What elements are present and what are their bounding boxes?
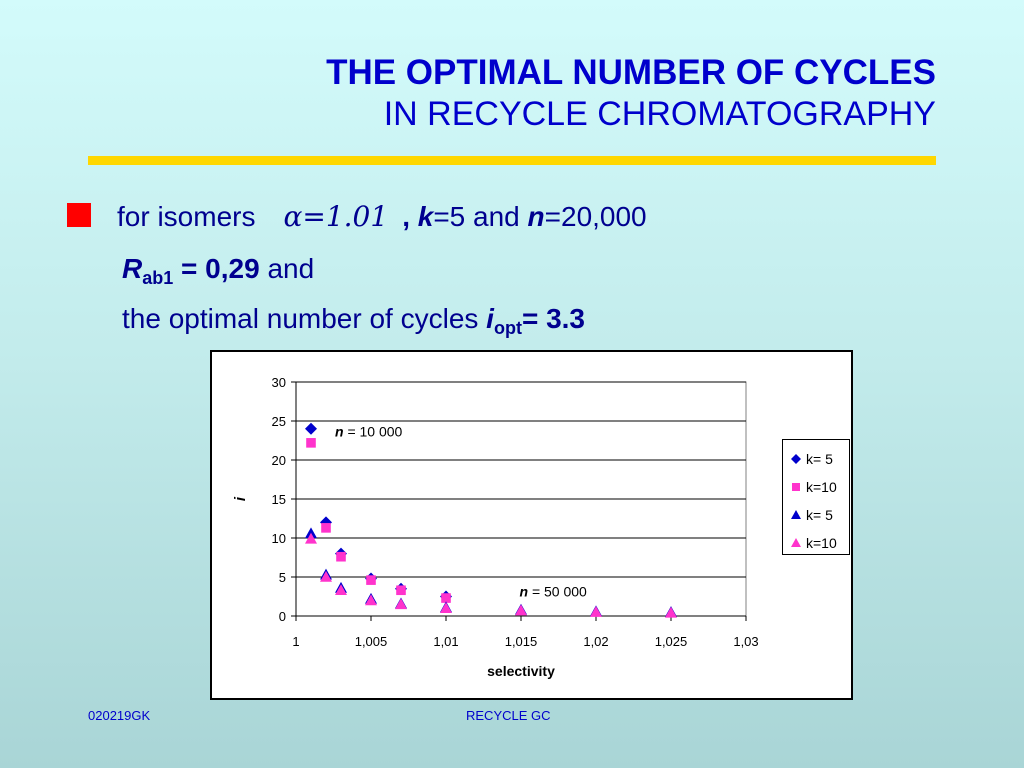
data-point-series-2 [306,438,316,448]
footer-code: 020219GK [88,708,151,723]
bullet-line-1: for isomers α=1.01, k=5 and n=20,000 [117,200,647,234]
x-tick-label: 1,02 [583,634,608,649]
optimal-cycles-text: the optimal number of cycles [122,303,487,334]
n-value-text: =20,000 [544,201,647,232]
i-value: = 3.3 [521,303,585,334]
data-point-series-2 [441,593,451,603]
data-point-series-4 [440,602,452,613]
y-tick-label: 10 [272,531,286,546]
legend-label-1: k= 5 [806,451,833,467]
data-point-series-3 [305,527,317,539]
title-line-2: IN RECYCLE CHROMATOGRAPHY [383,95,936,133]
legend-label-4: k=10 [806,535,837,551]
data-point-series-4 [335,584,347,596]
bullet-line-2: Rab1 = 0,29 and [122,252,314,295]
data-point-series-4 [320,571,332,582]
r-subscript: ab1 [142,268,174,288]
legend-marker-3 [791,510,801,519]
annotation: n = 10 000 [335,424,403,440]
data-point-series-2 [396,585,406,596]
data-point-series-1 [320,516,332,529]
k-value-text: =5 and [433,201,528,232]
bullet-square-icon [67,203,91,227]
data-point-series-4 [665,606,677,618]
legend-marker-1 [791,454,801,464]
r-variable: R [122,253,143,284]
legend-label-2: k=10 [806,479,837,495]
slide-title: THE OPTIMAL NUMBER OF CYCLES IN RECYCLE … [326,52,936,134]
scatter-chart: 0 5 10 15 20 25 30 1 1,005 1,01 1,015 1,02 1,025 1,03… [232,375,759,679]
annotation-variable: n [335,424,344,440]
x-tick-label: 1,005 [355,634,388,649]
annotation-value: = 50 000 [528,584,587,600]
x-tick-label: 1,015 [505,634,538,649]
y-tick-label: 25 [272,414,286,429]
bullet-text-isomers: for isomers [117,201,256,232]
data-point-series-1 [305,422,317,435]
legend-marker-2 [792,483,800,491]
data-point-series-2 [321,523,331,533]
data-point-series-4 [395,598,407,610]
y-tick-label: 15 [272,492,286,507]
annotation-value: = 10 000 [344,424,403,440]
title-line-1: THE OPTIMAL NUMBER OF CYCLES [326,53,936,92]
annotation: n = 50 000 [520,584,588,600]
data-point-series-4 [515,604,527,616]
i-variable: i [486,303,494,334]
annotation-variable: n [520,584,529,600]
y-tick-label: 30 [272,375,286,390]
legend-marker-4 [791,538,801,547]
bullet-line-3: the optimal number of cycles iopt= 3.3 [122,302,585,345]
x-axis-label: selectivity [487,663,555,679]
alpha-expression: α=1.01 [283,200,389,233]
and-text: and [259,253,315,284]
i-subscript: opt [493,318,522,338]
data-point-series-4 [365,594,377,606]
data-point-series-2 [336,551,346,562]
legend-label-3: k= 5 [806,507,833,523]
chart-legend: k= 5 k=10 k= 5 k=10 [782,439,850,555]
x-tick-label: 1,03 [733,634,758,649]
data-point-series-4 [590,606,602,617]
y-tick-label: 0 [279,609,286,624]
r-value: = 0,29 [173,253,260,284]
comma-text: , [402,201,418,232]
k-variable: k [417,201,434,232]
x-tick-label: 1,025 [655,634,688,649]
footer-title: RECYCLE GC [466,708,551,723]
y-axis-label: i [232,496,249,501]
legend-graphic: k= 5 k=10 k= 5 k=10 [791,451,837,551]
y-tick-label: 20 [272,453,286,468]
y-tick-label: 5 [279,570,286,585]
x-tick-label: 1 [292,634,299,649]
chart-container: 0 5 10 15 20 25 30 1 1,005 1,01 1,015 1,02 1,025 1,03… [210,350,853,700]
x-tick-label: 1,01 [433,634,458,649]
data-point-series-2 [366,575,376,585]
title-underline [88,156,936,165]
n-variable: n [527,201,545,232]
data-point-series-4 [305,532,317,544]
